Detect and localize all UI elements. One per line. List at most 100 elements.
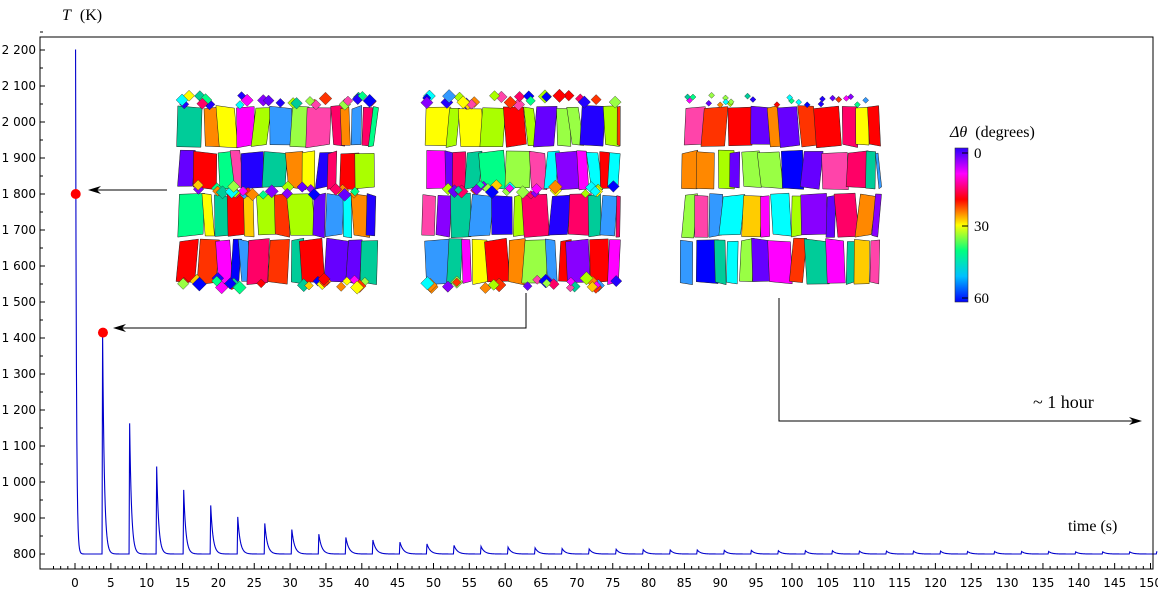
colorbar-tick-label: 60 xyxy=(974,291,989,307)
grain xyxy=(825,238,846,284)
fine-grain xyxy=(610,275,623,288)
duration-annotation: ~ 1 hour xyxy=(1033,392,1094,412)
fine-grain xyxy=(304,280,314,291)
fine-grain xyxy=(835,96,843,103)
x-tick-label: 100 xyxy=(781,576,804,590)
grain xyxy=(269,105,293,146)
grain xyxy=(176,105,203,148)
grain xyxy=(616,105,621,147)
fine-grain xyxy=(503,95,517,110)
grain xyxy=(435,195,452,238)
fine-grain xyxy=(722,98,730,106)
colorbar-tick-label: 0 xyxy=(974,146,982,162)
grain xyxy=(679,239,693,286)
fine-grain xyxy=(479,282,492,294)
fine-grain xyxy=(749,96,757,103)
y-tick-label: 900 xyxy=(13,511,36,525)
grain xyxy=(875,152,882,190)
fine-grain xyxy=(237,186,248,197)
y-tick-label: 800 xyxy=(13,547,36,561)
grain xyxy=(305,107,332,149)
fine-grain xyxy=(307,188,321,201)
fine-grain xyxy=(281,187,293,200)
fine-grain xyxy=(817,100,825,108)
x-tick-label: 20 xyxy=(211,576,226,590)
grain xyxy=(548,194,572,236)
fine-grain xyxy=(590,94,602,106)
grain xyxy=(696,239,719,284)
fine-grain xyxy=(183,89,195,102)
fine-grain xyxy=(305,96,315,107)
y-tick-label: 1 200 xyxy=(2,403,36,417)
fine-grain xyxy=(819,95,826,103)
grain xyxy=(566,106,585,146)
grain xyxy=(528,150,548,191)
y-axis-variable: T xyxy=(62,7,72,24)
fine-grain xyxy=(275,98,286,108)
grain xyxy=(800,193,828,236)
fine-grain xyxy=(530,183,543,195)
arrow-2-line xyxy=(118,293,527,329)
x-tick-label: 60 xyxy=(498,576,513,590)
grain xyxy=(760,195,770,238)
colorbar-unit: (degrees) xyxy=(975,124,1035,141)
fine-grain xyxy=(350,280,365,295)
grain xyxy=(286,193,317,236)
arrow-1-head xyxy=(88,186,101,194)
grain xyxy=(339,106,351,146)
fine-grain xyxy=(505,183,515,193)
x-axis-title: time (s) xyxy=(1068,518,1117,535)
fine-grain xyxy=(452,277,462,287)
y-tick-label: 2 100 xyxy=(2,79,36,93)
fine-grain xyxy=(705,99,713,107)
grain xyxy=(713,239,727,286)
grain xyxy=(365,193,377,237)
y-tick-label: 1 900 xyxy=(2,151,36,165)
grain xyxy=(452,151,466,188)
grain xyxy=(777,106,801,148)
grain xyxy=(751,237,770,282)
grain xyxy=(367,106,379,148)
grain xyxy=(854,193,877,238)
fine-grain xyxy=(577,95,591,109)
grain xyxy=(177,193,205,238)
fine-grain xyxy=(290,97,303,110)
y-axis-unit: (K) xyxy=(80,7,102,24)
grain xyxy=(865,150,876,190)
fine-grain xyxy=(232,280,247,295)
x-tick-label: 50 xyxy=(426,576,441,590)
grain xyxy=(579,105,606,147)
fine-grain xyxy=(336,281,347,292)
grain xyxy=(350,193,371,238)
grain xyxy=(468,193,495,237)
grain xyxy=(729,151,741,189)
grain xyxy=(821,152,849,190)
grain xyxy=(825,194,837,238)
y-tick-label: 1 600 xyxy=(2,259,36,273)
grain xyxy=(324,193,345,238)
grain xyxy=(359,240,379,285)
fine-grain xyxy=(211,275,223,287)
grain xyxy=(246,238,270,285)
x-tick-label: 0 xyxy=(71,576,79,590)
fine-grain xyxy=(773,101,781,108)
fine-grain xyxy=(843,95,850,102)
fine-grain xyxy=(586,281,598,293)
grain xyxy=(741,195,763,238)
fine-grain xyxy=(532,274,543,285)
fine-grain xyxy=(198,93,213,107)
fine-grain xyxy=(262,94,275,107)
x-tick-label: 120 xyxy=(924,576,947,590)
fine-grain xyxy=(485,185,499,200)
grain-inset xyxy=(679,92,882,286)
grain xyxy=(445,108,461,148)
fine-grain xyxy=(329,183,342,196)
x-tick-label: 55 xyxy=(462,576,477,590)
fine-grain xyxy=(608,95,622,109)
fine-grain xyxy=(245,187,260,201)
y-tick-label: 2 000 xyxy=(2,115,36,129)
grain xyxy=(215,105,239,149)
grain xyxy=(727,106,753,147)
x-tick-label: 150 xyxy=(1139,576,1158,590)
